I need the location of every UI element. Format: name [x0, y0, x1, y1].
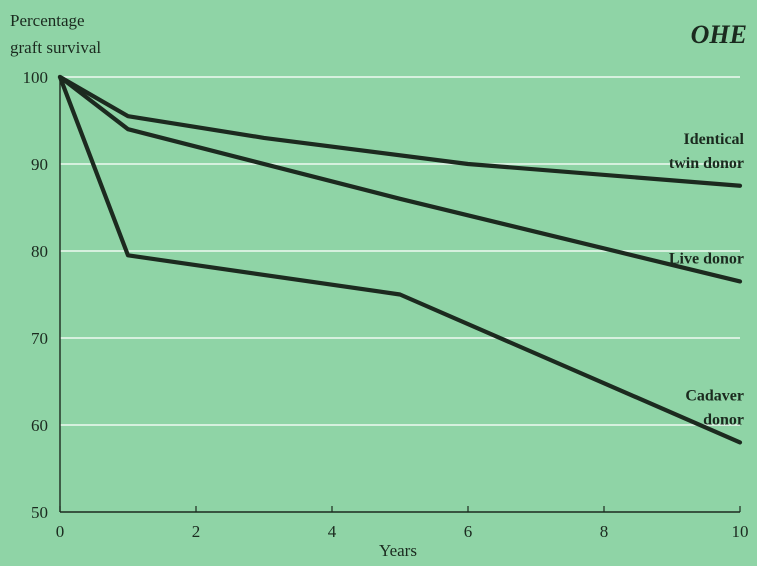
x-tick-label-8: 8: [600, 522, 609, 541]
y-tick-label-70: 70: [31, 329, 48, 348]
series-line-cadaver-donor: [57, 74, 743, 445]
series-lines: [57, 74, 743, 445]
x-tick-label-6: 6: [464, 522, 473, 541]
series-labels: Identical twin donor Live donor Cadaver dono…: [669, 131, 745, 429]
gridlines: [60, 76, 740, 426]
axes: 50 60 70 80 90 100 0 2 4 6 8 10: [23, 68, 749, 541]
series-label-identical-twin-donor-line1: Identical: [684, 131, 745, 148]
x-tick-label-4: 4: [328, 522, 337, 541]
series-label-cadaver-donor-line1: Cadaver: [685, 387, 744, 404]
series-label-live-donor-line1: Live donor: [669, 250, 744, 267]
y-axis-label-line1: Percentage: [10, 11, 85, 30]
logo-text: OHE: [691, 20, 747, 49]
series-label-identical-twin-donor-line2: twin donor: [669, 155, 744, 172]
y-tick-label-50: 50: [31, 503, 48, 522]
y-tick-label-60: 60: [31, 416, 48, 435]
x-tick-label-2: 2: [192, 522, 201, 541]
y-tick-label-100: 100: [23, 68, 49, 87]
series-line-identical-twin-donor: [57, 74, 743, 188]
y-tick-label-80: 80: [31, 242, 48, 261]
x-tick-label-10: 10: [732, 522, 749, 541]
series-label-cadaver-donor-line2: donor: [703, 411, 744, 428]
ohe-logo: OHE: [691, 20, 747, 49]
x-axis-label: Years: [379, 541, 417, 560]
x-tick-label-0: 0: [56, 522, 65, 541]
series-line-live-donor: [57, 74, 743, 284]
y-tick-label-90: 90: [31, 155, 48, 174]
y-axis-label-line2: graft survival: [10, 38, 101, 57]
